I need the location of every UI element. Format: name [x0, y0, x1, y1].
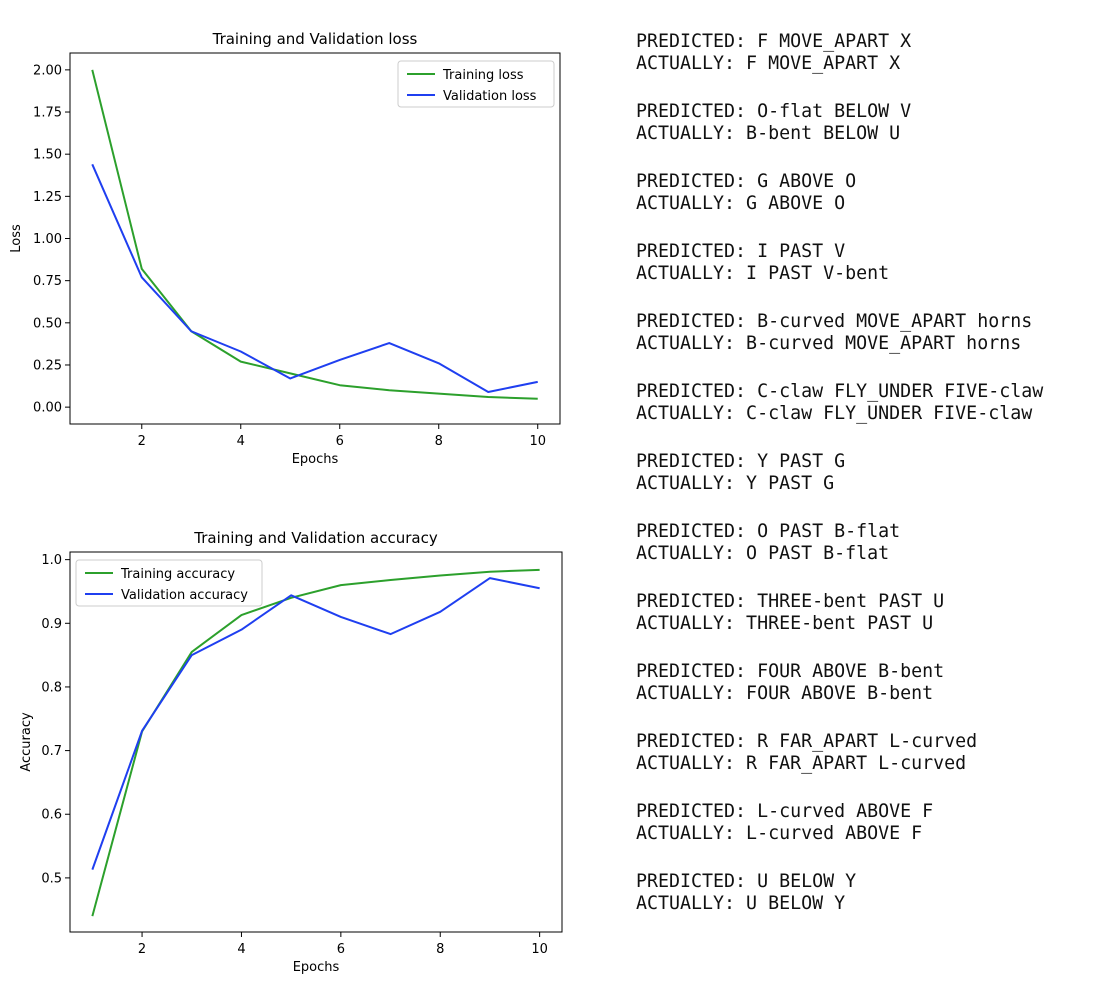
accuracy-y-tick-label: 0.7: [41, 744, 62, 759]
actual-line: ACTUALLY: I PAST V-bent: [636, 263, 890, 284]
actual-line: ACTUALLY: B-curved MOVE_APART horns: [636, 333, 1022, 354]
prediction-pair: PREDICTED: F MOVE_APART X ACTUALLY: F MOV…: [636, 31, 1101, 75]
predicted-line: PREDICTED: O PAST B-flat: [636, 521, 901, 542]
accuracy-x-tick-label: 10: [531, 942, 548, 957]
prediction-pair: PREDICTED: O PAST B-flat ACTUALLY: O PAST…: [636, 521, 1101, 565]
loss-x-tick-label: 8: [435, 434, 443, 449]
loss-title: Training and Validation loss: [212, 30, 418, 48]
accuracy-y-tick-label: 1.0: [41, 553, 62, 568]
accuracy-plot-frame: [69, 551, 563, 933]
accuracy-legend-box: [75, 559, 263, 607]
loss-legend-label-training: Training loss: [442, 68, 524, 83]
loss-y-tick-label: 1.00: [33, 232, 62, 247]
actual-line: ACTUALLY: U BELOW Y: [636, 893, 846, 914]
predicted-line: PREDICTED: R FAR_APART L-curved: [636, 731, 978, 752]
actual-line: ACTUALLY: G ABOVE O: [636, 193, 846, 214]
actual-line: ACTUALLY: F MOVE_APART X: [636, 53, 901, 74]
loss-legend: Training loss Validation loss: [397, 60, 555, 108]
loss-x-tick-label: 6: [336, 434, 344, 449]
loss-y-tick-label: 0.50: [33, 316, 62, 331]
loss-x-axis-label: Epochs: [292, 452, 339, 467]
loss-y-tick-label: 0.00: [33, 401, 62, 416]
accuracy-x-tick-label: 6: [337, 942, 345, 957]
accuracy-y-tick-label: 0.5: [41, 871, 62, 886]
accuracy-legend-label-training: Training accuracy: [120, 567, 235, 582]
predicted-line: PREDICTED: L-curved ABOVE F: [636, 801, 934, 822]
loss-series-line-validation: [91, 163, 538, 393]
prediction-pair: PREDICTED: G ABOVE O ACTUALLY: G ABOVE O: [636, 171, 1101, 215]
loss-y-tick-label: 1.50: [33, 148, 62, 163]
loss-x-tick-label: 10: [529, 434, 546, 449]
loss-chart: Training and Validation loss 2 4 6 8 10 0.00 0.…: [9, 30, 561, 467]
prediction-pair: PREDICTED: B-curved MOVE_APART horns ACTU…: [636, 311, 1101, 355]
accuracy-chart: Training and Validation accuracy 2 4 6 8 10 0.…: [19, 529, 563, 975]
accuracy-series-line-validation: [91, 577, 540, 870]
predicted-line: PREDICTED: FOUR ABOVE B-bent: [636, 661, 945, 682]
accuracy-x-tick-label: 8: [436, 942, 444, 957]
accuracy-y-tick-label: 0.9: [41, 617, 62, 632]
accuracy-y-tick-label: 0.8: [41, 680, 62, 695]
predicted-line: PREDICTED: C-claw FLY_UNDER FIVE-claw: [636, 381, 1044, 402]
predicted-line: PREDICTED: F MOVE_APART X: [636, 31, 912, 52]
actual-line: ACTUALLY: O PAST B-flat: [636, 543, 890, 564]
prediction-pair: PREDICTED: THREE-bent PAST U ACTUALLY: TH…: [636, 591, 1101, 635]
loss-x-tick-label: 2: [138, 434, 146, 449]
accuracy-legend-label-validation: Validation accuracy: [121, 588, 248, 603]
accuracy-y-axis-label: Accuracy: [19, 712, 34, 772]
predicted-line: PREDICTED: B-curved MOVE_APART horns: [636, 311, 1033, 332]
predicted-line: PREDICTED: THREE-bent PAST U: [636, 591, 945, 612]
predictions-list: PREDICTED: F MOVE_APART X ACTUALLY: F MOV…: [636, 31, 1101, 941]
actual-line: ACTUALLY: Y PAST G: [636, 473, 835, 494]
loss-y-tick-label: 0.25: [33, 358, 62, 373]
prediction-pair: PREDICTED: U BELOW Y ACTUALLY: U BELOW Y: [636, 871, 1101, 915]
prediction-pair: PREDICTED: FOUR ABOVE B-bent ACTUALLY: FO…: [636, 661, 1101, 705]
predicted-line: PREDICTED: O-flat BELOW V: [636, 101, 912, 122]
loss-series-line-training: [91, 69, 538, 400]
loss-legend-box: [397, 60, 555, 108]
actual-line: ACTUALLY: B-bent BELOW U: [636, 123, 901, 144]
predicted-line: PREDICTED: Y PAST G: [636, 451, 846, 472]
predicted-line: PREDICTED: G ABOVE O: [636, 171, 857, 192]
accuracy-x-axis-label: Epochs: [293, 960, 340, 975]
actual-line: ACTUALLY: FOUR ABOVE B-bent: [636, 683, 934, 704]
loss-y-tick-label: 0.75: [33, 274, 62, 289]
predicted-line: PREDICTED: I PAST V: [636, 241, 846, 262]
prediction-pair: PREDICTED: L-curved ABOVE F ACTUALLY: L-c…: [636, 801, 1101, 845]
loss-legend-label-validation: Validation loss: [443, 89, 537, 104]
accuracy-legend: Training accuracy Validation accuracy: [75, 559, 263, 607]
actual-line: ACTUALLY: L-curved ABOVE F: [636, 823, 923, 844]
actual-line: ACTUALLY: R FAR_APART L-curved: [636, 753, 967, 774]
loss-y-axis-label: Loss: [9, 224, 24, 253]
prediction-pair: PREDICTED: C-claw FLY_UNDER FIVE-claw ACT…: [636, 381, 1101, 425]
accuracy-title: Training and Validation accuracy: [193, 529, 438, 547]
accuracy-y-tick-label: 0.6: [41, 808, 62, 823]
prediction-pair: PREDICTED: O-flat BELOW V ACTUALLY: B-ben…: [636, 101, 1101, 145]
loss-y-tick-label: 1.75: [33, 106, 62, 121]
actual-line: ACTUALLY: C-claw FLY_UNDER FIVE-claw: [636, 403, 1033, 424]
predicted-line: PREDICTED: U BELOW Y: [636, 871, 857, 892]
prediction-pair: PREDICTED: Y PAST G ACTUALLY: Y PAST G: [636, 451, 1101, 495]
actual-line: ACTUALLY: THREE-bent PAST U: [636, 613, 934, 634]
accuracy-x-tick-label: 2: [138, 942, 146, 957]
loss-y-tick-label: 2.00: [33, 63, 62, 78]
prediction-pair: PREDICTED: I PAST V ACTUALLY: I PAST V-be…: [636, 241, 1101, 285]
accuracy-series-line-training: [91, 568, 540, 917]
loss-y-tick-label: 1.25: [33, 190, 62, 205]
loss-x-tick-label: 4: [237, 434, 245, 449]
accuracy-x-tick-label: 4: [237, 942, 245, 957]
prediction-pair: PREDICTED: R FAR_APART L-curved ACTUALLY:…: [636, 731, 1101, 775]
